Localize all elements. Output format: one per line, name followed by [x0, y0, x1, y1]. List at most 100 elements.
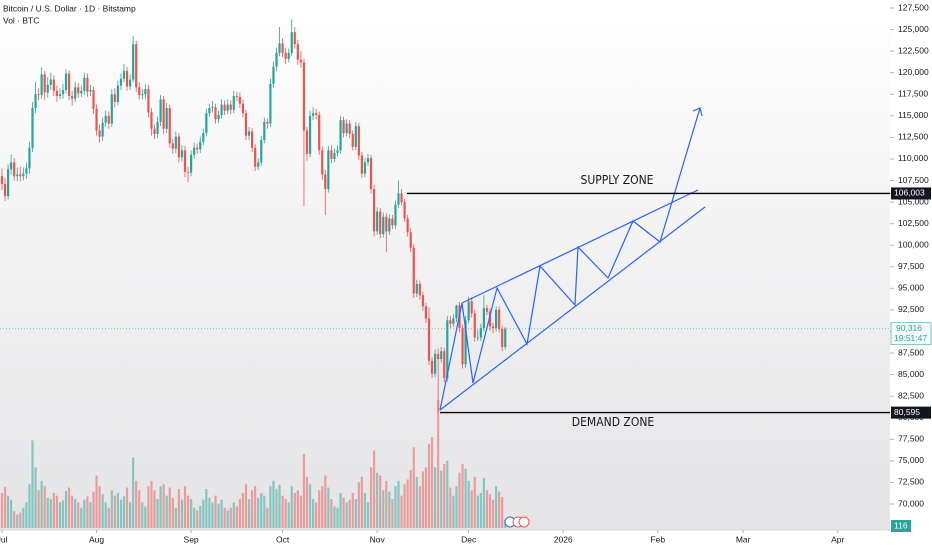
candle-body	[147, 89, 150, 113]
candle-body	[308, 115, 312, 154]
candle-body	[226, 104, 229, 111]
wedge-upper	[461, 189, 699, 304]
countdown-label: 19:51:47	[894, 333, 927, 343]
volume-bar	[40, 480, 43, 528]
candle-body	[77, 87, 80, 94]
volume-bar	[312, 499, 315, 528]
candle-body	[86, 77, 89, 92]
volume-bar	[315, 502, 318, 528]
candle-body	[177, 136, 180, 158]
volume-bar	[467, 480, 470, 528]
candle-body	[7, 169, 10, 197]
volume-layer	[0, 400, 507, 528]
candle-body	[321, 150, 324, 175]
candle-body	[482, 308, 485, 329]
y-tick-label: 97,500	[898, 261, 924, 271]
y-tick-label: 110,000	[898, 153, 928, 163]
volume-bar	[296, 490, 299, 528]
volume-bar	[28, 484, 31, 528]
volume-bar	[193, 507, 196, 528]
volume-bar	[80, 507, 83, 528]
candle-body	[269, 83, 272, 124]
volume-bar	[138, 490, 141, 528]
volume-bar	[443, 464, 446, 528]
x-tick-label: 2026	[554, 534, 573, 544]
volume-bar	[373, 450, 376, 528]
volume-bar	[153, 490, 156, 528]
candle-body	[83, 77, 86, 91]
volume-bar	[229, 507, 232, 528]
y-tick-label: 112,500	[898, 132, 928, 142]
volume-bar	[275, 488, 278, 528]
candle-body	[119, 78, 123, 86]
volume-bar	[19, 512, 22, 528]
volume-bar	[74, 499, 77, 528]
candle-body	[113, 94, 116, 103]
volume-bar	[147, 486, 150, 528]
volume-bar	[89, 502, 92, 528]
volume-bar	[397, 480, 400, 528]
volume-bar	[406, 479, 409, 528]
candle-body	[34, 94, 37, 109]
volume-bar	[174, 507, 177, 528]
candle-body	[183, 150, 187, 172]
volume-bar	[49, 499, 52, 528]
candle-body	[31, 108, 34, 148]
candle-body	[68, 73, 71, 96]
y-tick-label: 125,000	[898, 24, 929, 34]
volume-bar	[434, 467, 437, 528]
candle-body	[287, 52, 290, 59]
candle-body	[0, 176, 4, 184]
volume-bar	[318, 490, 321, 528]
volume-bar	[458, 472, 461, 528]
volume-bar	[92, 491, 95, 528]
volume-bar	[64, 490, 68, 528]
volume-bar	[299, 495, 302, 528]
volume-bar	[400, 495, 403, 528]
volume-bar	[16, 514, 19, 528]
candle-body	[290, 32, 293, 53]
volume-bar	[424, 467, 428, 528]
candle-body	[485, 308, 489, 312]
volume-bar	[455, 486, 458, 528]
volume-bar	[287, 502, 290, 528]
candle-body	[357, 126, 360, 156]
volume-bar	[208, 497, 211, 528]
volume-bar	[104, 502, 107, 528]
volume-bar	[470, 490, 473, 528]
level-tag	[891, 187, 931, 200]
last-price-tag	[890, 322, 932, 346]
volume-bar	[345, 502, 348, 528]
candle-body	[135, 44, 138, 88]
candle-body	[125, 70, 129, 87]
candle-body	[434, 353, 437, 374]
candle-body	[223, 104, 226, 111]
candle-body	[80, 90, 83, 94]
candle-body	[98, 130, 101, 137]
volume-bar	[101, 494, 104, 528]
volume-bar	[351, 492, 354, 528]
y-tick-label: 70,000	[898, 498, 924, 508]
candle-body	[165, 108, 168, 129]
candle-layer	[0, 19, 507, 413]
volume-bar	[214, 495, 217, 528]
volume-bar	[150, 480, 153, 528]
candle-body	[186, 171, 190, 173]
volume-bar	[409, 470, 412, 528]
volume-bar	[71, 495, 74, 528]
volume-bar	[363, 492, 367, 528]
volume-bar	[302, 453, 306, 528]
volume-bar	[330, 499, 333, 528]
volume-bar	[162, 484, 165, 528]
volume-bar	[7, 495, 10, 528]
last-price-label: 90,316	[896, 323, 922, 333]
volume-bar	[366, 502, 370, 528]
candle-body	[196, 147, 199, 150]
volume-bar	[58, 502, 62, 528]
volume-bar	[385, 480, 388, 528]
candle-body	[107, 115, 110, 124]
candle-body	[16, 174, 19, 177]
candle-body	[324, 174, 327, 190]
candle-body	[348, 123, 351, 134]
candle-body	[406, 218, 409, 233]
